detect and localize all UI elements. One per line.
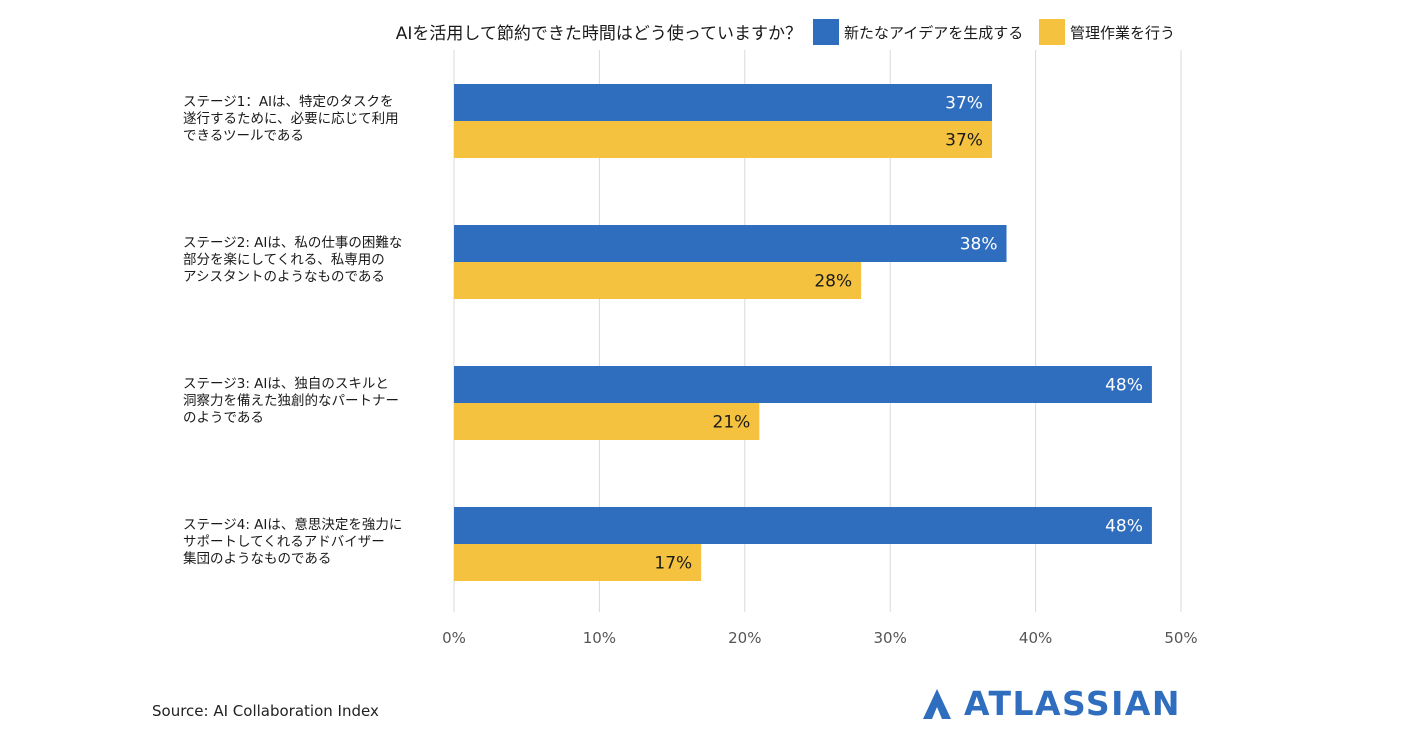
category-label: アシスタントのようなものである bbox=[183, 269, 385, 285]
category-label: 集団のようなものである bbox=[183, 551, 331, 567]
data-label: 48% bbox=[1105, 376, 1143, 396]
logo-text: ATLASSIAN bbox=[964, 684, 1182, 723]
data-label: 48% bbox=[1105, 517, 1143, 537]
bar bbox=[454, 121, 992, 158]
x-tick-label: 50% bbox=[1164, 629, 1197, 647]
bar bbox=[454, 544, 702, 581]
x-tick-label: 20% bbox=[728, 629, 761, 647]
category-label: サポートしてくれるアドバイザー bbox=[183, 534, 385, 550]
data-label: 17% bbox=[654, 554, 692, 574]
atlassian-logo-icon bbox=[923, 688, 951, 719]
data-label: 21% bbox=[713, 413, 751, 433]
x-tick-label: 10% bbox=[583, 629, 616, 647]
x-tick-label: 40% bbox=[1019, 629, 1052, 647]
category-label: のようである bbox=[183, 410, 264, 426]
bar bbox=[454, 262, 862, 299]
legend-swatch bbox=[1039, 19, 1065, 45]
source-note: Source: AI Collaboration Index bbox=[152, 702, 379, 720]
data-label: 28% bbox=[814, 272, 852, 292]
x-tick-label: 30% bbox=[874, 629, 907, 647]
category-label: 遂行するために、必要に応じて利用 bbox=[183, 111, 399, 127]
atlassian-logo: ATLASSIAN bbox=[920, 684, 1181, 723]
bar bbox=[454, 225, 1007, 262]
category-label: ステージ3: AIは、独自のスキルと bbox=[183, 376, 389, 392]
category-label: 部分を楽にしてくれる、私専用の bbox=[183, 252, 385, 268]
bar bbox=[454, 84, 992, 121]
bar bbox=[454, 403, 760, 440]
bar bbox=[454, 366, 1152, 403]
data-label: 38% bbox=[960, 235, 998, 255]
legend-entry: 新たなアイデアを生成する bbox=[844, 24, 1023, 42]
data-label: 37% bbox=[945, 94, 983, 114]
x-tick-label: 0% bbox=[442, 629, 466, 647]
data-label: 37% bbox=[945, 131, 983, 151]
category-label: ステージ1：AIは、特定のタスクを bbox=[183, 94, 394, 110]
chart-title: AIを活用して節約できた時間はどう使っていますか？ bbox=[396, 23, 802, 44]
bar bbox=[454, 507, 1152, 544]
legend-swatch bbox=[813, 19, 839, 45]
category-label: ステージ2: AIは、私の仕事の困難な bbox=[183, 235, 402, 251]
legend-entry: 管理作業を行う bbox=[1070, 24, 1175, 42]
category-label: できるツールである bbox=[183, 128, 304, 144]
category-label: ステージ4: AIは、意思決定を強力に bbox=[183, 516, 402, 533]
category-label: 洞察力を備えた独創的なパートナー bbox=[183, 392, 399, 409]
